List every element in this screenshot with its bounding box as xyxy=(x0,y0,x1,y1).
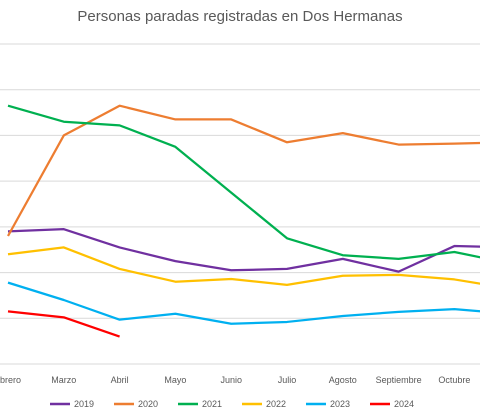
legend-item-2021: 2021 xyxy=(178,399,222,409)
chart-title: Personas paradas registradas en Dos Herm… xyxy=(77,8,403,25)
legend: 2019 2020 2021 2022 2023 2024 xyxy=(50,399,414,409)
series-line-2024 xyxy=(7,310,120,338)
series-line-2020 xyxy=(7,104,480,237)
x-tick-label: Julio xyxy=(278,375,297,385)
series-line-2019 xyxy=(7,228,480,273)
legend-item-2020: 2020 xyxy=(114,399,158,409)
legend-item-2024: 2024 xyxy=(370,399,414,409)
x-tick-label: ebrero xyxy=(0,375,21,385)
series-line-2022 xyxy=(7,246,480,287)
series-lines xyxy=(7,104,480,338)
series-line-2023 xyxy=(7,281,480,325)
gridlines xyxy=(0,43,480,365)
legend-label: 2020 xyxy=(138,399,158,409)
x-tick-label: Mayo xyxy=(164,375,186,385)
x-axis-ticks: ebrero Marzo Abril Mayo Junio Julio Agosto Sept… xyxy=(0,375,470,385)
x-tick-label: Octubre xyxy=(438,375,470,385)
x-tick-label: Abril xyxy=(111,375,129,385)
series-line-2021 xyxy=(7,104,480,260)
legend-item-2022: 2022 xyxy=(242,399,286,409)
legend-label: 2022 xyxy=(266,399,286,409)
x-tick-label: Marzo xyxy=(51,375,76,385)
x-tick-label: Junio xyxy=(220,375,242,385)
x-tick-label: Septiembre xyxy=(376,375,422,385)
legend-label: 2019 xyxy=(74,399,94,409)
legend-label: 2023 xyxy=(330,399,350,409)
legend-label: 2021 xyxy=(202,399,222,409)
legend-item-2023: 2023 xyxy=(306,399,350,409)
x-tick-label: Agosto xyxy=(329,375,357,385)
legend-item-2019: 2019 xyxy=(50,399,94,409)
legend-label: 2024 xyxy=(394,399,414,409)
